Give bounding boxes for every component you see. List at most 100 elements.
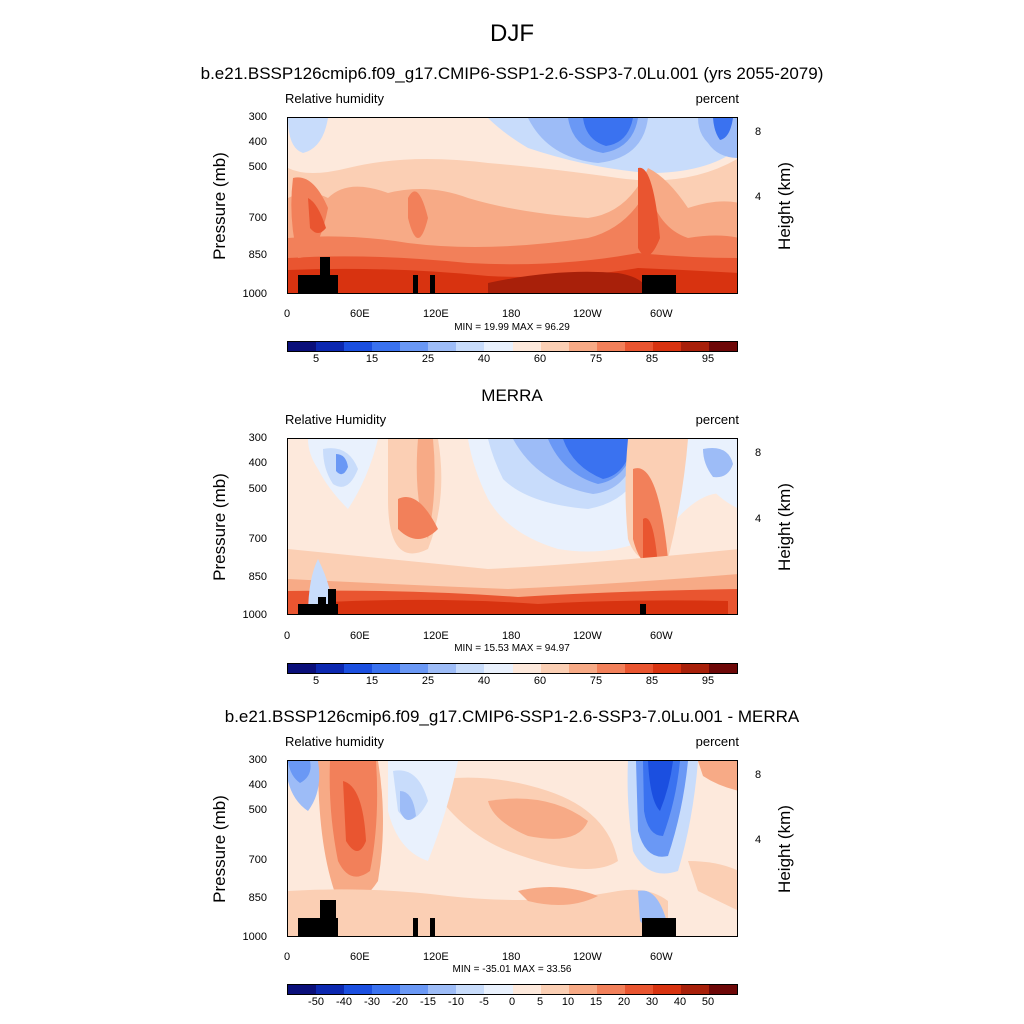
colorbar-swatch xyxy=(540,664,569,673)
panel-2-ylabel: Pressure (mb) xyxy=(210,473,229,581)
colorbar-swatch xyxy=(680,985,709,994)
panel-1-cblabel: 40 xyxy=(477,353,491,365)
panel-1-cblabel: 85 xyxy=(645,353,659,365)
panel-3-ptick-700: 700 xyxy=(248,854,267,866)
panel-1-ptick-1000: 1000 xyxy=(242,288,267,300)
colorbar-swatch xyxy=(316,985,345,994)
panel-3-units-label: percent xyxy=(695,734,739,749)
panel-3-cblabel: -20 xyxy=(392,996,408,1008)
panel-1-htick-8: 8 xyxy=(755,126,762,138)
colorbar-swatch xyxy=(512,342,541,351)
panel-2-xtick-60e: 60E xyxy=(350,630,370,642)
panel-2-ptick-300: 300 xyxy=(248,432,267,444)
colorbar-swatch xyxy=(428,985,457,994)
panel-3-cblabel: 30 xyxy=(645,996,659,1008)
panel-2-ptick-700: 700 xyxy=(248,533,267,545)
panel-1-ptick-700: 700 xyxy=(248,212,267,224)
panel-1-xtick-120e: 120E xyxy=(423,308,449,320)
colorbar-swatch xyxy=(624,342,653,351)
colorbar-swatch xyxy=(540,985,569,994)
panel-3-cblabel: 15 xyxy=(589,996,603,1008)
panel-1-title: b.e21.BSSP126cmip6.f09_g17.CMIP6-SSP1-2.… xyxy=(200,64,824,83)
panel-2-xtick-120w: 120W xyxy=(573,630,602,642)
colorbar-swatch xyxy=(400,342,429,351)
panel-1-ylabel: Pressure (mb) xyxy=(210,152,229,260)
colorbar-swatch xyxy=(512,664,541,673)
panel-3-colorbar xyxy=(287,984,738,995)
panel-3-cblabel: 40 xyxy=(673,996,687,1008)
panel-1-ptick-850: 850 xyxy=(248,249,267,261)
colorbar-swatch xyxy=(400,985,429,994)
colorbar-swatch xyxy=(568,342,597,351)
panel-2-colorbar xyxy=(287,663,738,674)
colorbar-swatch xyxy=(372,664,401,673)
panel-2-plot-area xyxy=(287,438,738,615)
panel-3-ptick-850: 850 xyxy=(248,892,267,904)
colorbar-swatch xyxy=(680,342,709,351)
panel-2-xtick-0: 0 xyxy=(284,630,291,642)
panel-1-cblabel: 25 xyxy=(421,353,435,365)
panel-2-cblabel: 85 xyxy=(645,675,659,687)
colorbar-swatch xyxy=(400,664,429,673)
panel-3-cblabel: -40 xyxy=(336,996,352,1008)
panel-1-units-label: percent xyxy=(695,91,739,106)
panel-2-ptick-1000: 1000 xyxy=(242,609,267,621)
panel-2-ylabel-right: Height (km) xyxy=(775,483,794,571)
colorbar-swatch xyxy=(708,342,737,351)
panel-2-title: MERRA xyxy=(481,386,543,405)
panel-3-ptick-400: 400 xyxy=(248,779,267,791)
colorbar-swatch xyxy=(596,342,625,351)
panel-2-xtick-60w: 60W xyxy=(650,630,673,642)
colorbar-swatch xyxy=(456,664,485,673)
colorbar-swatch xyxy=(344,985,373,994)
panel-1-htick-4: 4 xyxy=(755,191,762,203)
colorbar-swatch xyxy=(288,342,317,351)
panel-1-cblabel: 95 xyxy=(701,353,715,365)
panel-3-contour-field xyxy=(288,761,737,936)
panel-3-cblabel: -15 xyxy=(420,996,436,1008)
panel-1-xtick-60e: 60E xyxy=(350,308,370,320)
colorbar-swatch xyxy=(344,342,373,351)
panel-3-ptick-500: 500 xyxy=(248,804,267,816)
panel-3-variable-label: Relative humidity xyxy=(285,734,384,749)
figure-title: DJF xyxy=(490,20,534,47)
colorbar-swatch xyxy=(456,342,485,351)
panel-3-xtick-120w: 120W xyxy=(573,951,602,963)
colorbar-swatch xyxy=(428,664,457,673)
colorbar-swatch xyxy=(372,985,401,994)
panel-1-cblabel: 60 xyxy=(533,353,547,365)
panel-1-colorbar xyxy=(287,341,738,352)
colorbar-swatch xyxy=(288,985,317,994)
panel-1-cblabel: 5 xyxy=(312,353,320,365)
panel-2-contour-field xyxy=(288,439,737,614)
panel-3-xtick-180: 180 xyxy=(502,951,521,963)
panel-2-cblabel: 40 xyxy=(477,675,491,687)
panel-1-xtick-120w: 120W xyxy=(573,308,602,320)
panel-3-cblabel: 10 xyxy=(561,996,575,1008)
panel-3-cblabel: -5 xyxy=(479,996,489,1008)
panel-1-ptick-500: 500 xyxy=(248,161,267,173)
panel-2-ptick-400: 400 xyxy=(248,457,267,469)
panel-2-ptick-500: 500 xyxy=(248,483,267,495)
panel-2-min-max: MIN = 15.53 MAX = 94.97 xyxy=(454,643,570,654)
panel-1-variable-label: Relative humidity xyxy=(285,91,384,106)
panel-2-xtick-120e: 120E xyxy=(423,630,449,642)
panel-3-xtick-120e: 120E xyxy=(423,951,449,963)
panel-3-cblabel: 20 xyxy=(617,996,631,1008)
colorbar-swatch xyxy=(484,664,513,673)
colorbar-swatch xyxy=(624,664,653,673)
colorbar-swatch xyxy=(316,664,345,673)
colorbar-swatch xyxy=(652,664,681,673)
colorbar-swatch xyxy=(484,342,513,351)
colorbar-swatch xyxy=(652,342,681,351)
panel-3-title: b.e21.BSSP126cmip6.f09_g17.CMIP6-SSP1-2.… xyxy=(224,707,800,726)
colorbar-swatch xyxy=(708,985,737,994)
panel-3-plot-area xyxy=(287,760,738,937)
panel-3-ylabel-right: Height (km) xyxy=(775,805,794,893)
panel-2-variable-label: Relative Humidity xyxy=(285,412,387,427)
colorbar-swatch xyxy=(372,342,401,351)
colorbar-swatch xyxy=(708,664,737,673)
panel-3-cblabel: 5 xyxy=(536,996,544,1008)
colorbar-swatch xyxy=(540,342,569,351)
panel-2-xtick-180: 180 xyxy=(502,630,521,642)
